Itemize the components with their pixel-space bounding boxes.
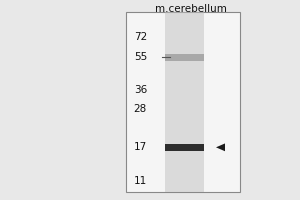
Text: 11: 11 (134, 176, 147, 186)
Bar (165, 144, 204, 151)
Text: 28: 28 (134, 104, 147, 114)
Text: 17: 17 (134, 142, 147, 152)
Text: 36: 36 (134, 85, 147, 95)
Bar (126, 12, 240, 192)
Text: 72: 72 (134, 32, 147, 42)
Polygon shape (216, 143, 225, 151)
Text: 55: 55 (134, 52, 147, 62)
Bar (165, 54, 204, 61)
Text: m.cerebellum: m.cerebellum (154, 4, 226, 14)
Bar (165, 12, 204, 192)
